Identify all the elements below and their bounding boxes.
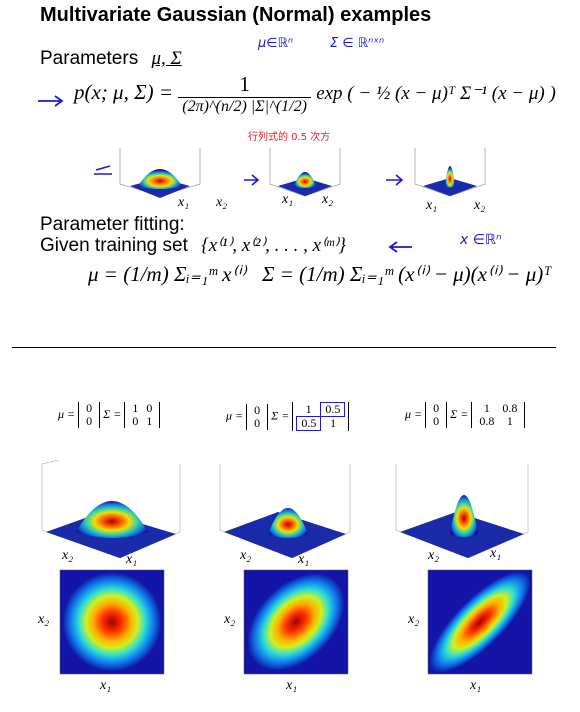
fitting-given: Given training set [40, 235, 188, 256]
parameters-symbols: μ, Σ [151, 48, 182, 69]
surface-1-x1: x₁ [126, 552, 138, 567]
surface-2-x2: x₂ [240, 548, 252, 563]
top-plot-2-x1: x₁ [282, 192, 294, 207]
surface-2-x1: x₁ [298, 552, 310, 567]
density-numerator: 1 [178, 72, 311, 98]
heatmap-1-x1: x₁ [100, 678, 112, 693]
surface-plot-2 [219, 464, 351, 559]
hand-note-mu: μ∈ℝⁿ [258, 36, 294, 51]
top-plot-1 [119, 148, 201, 198]
parameters-line: Parameters μ, Σ [40, 48, 182, 70]
heatmap-1-x2: x₂ [38, 612, 50, 627]
bottom-surface-plots [41, 460, 529, 559]
heatmap-3-x1: x₁ [470, 678, 482, 693]
hand-arrow-icon [386, 174, 404, 186]
hand-arrow-icon [94, 165, 112, 175]
heatmaps [59, 569, 533, 675]
determinant-note: 行列式的 0.5 次方 [248, 132, 331, 143]
heatmap-3-x2: x₂ [408, 612, 420, 627]
top-plot-3-x1: x₁ [426, 198, 438, 213]
top-surface-plots [94, 148, 486, 198]
hand-arrow-icon [244, 174, 260, 186]
top-plot-2-x2: x₂ [322, 192, 334, 207]
heatmap-2-x1: x₁ [286, 678, 298, 693]
mu-estimate-formula: μ = (1/m) Σᵢ₌₁ᵐ x⁽ⁱ⁾ [88, 262, 246, 286]
top-plot-3-x2: x₂ [474, 198, 486, 213]
heatmap-2 [243, 569, 349, 675]
section-divider [12, 347, 556, 348]
parameters-label: Parameters [40, 48, 139, 69]
hand-arrow-icon [38, 95, 64, 107]
top-plot-1-x1: x₁ [178, 195, 190, 210]
top-plot-2 [269, 148, 341, 197]
top-plot-1-x2: x₂ [216, 195, 228, 210]
fitting-set: {x⁽¹⁾, x⁽²⁾, . . . , x⁽ᵐ⁾} [201, 235, 346, 256]
density-formula: p(x; μ, Σ) = 1 (2π)^(n/2) |Σ|^(1/2) exp … [74, 72, 556, 116]
sigma-estimate-formula: Σ = (1/m) Σᵢ₌₁ᵐ (x⁽ⁱ⁾ − μ)(x⁽ⁱ⁾ − μ)ᵀ [262, 262, 552, 286]
heatmap-3 [427, 569, 533, 675]
surface-1-x2: x₂ [62, 548, 74, 563]
density-exp: exp ( − ½ (x − μ)ᵀ Σ⁻¹ (x − μ) ) [316, 82, 556, 104]
hand-note-x: x ∈ℝⁿ [460, 232, 502, 248]
surface-3-x1: x₁ [490, 546, 502, 561]
density-lhs: p(x; μ, Σ) = [74, 79, 173, 104]
heatmap-2-x2: x₂ [224, 612, 236, 627]
page-title: Multivariate Gaussian (Normal) examples [40, 4, 432, 26]
surface-plot-3 [395, 464, 529, 559]
top-plot-3 [414, 148, 486, 197]
hand-arrow-left-icon [388, 241, 412, 253]
density-fraction: 1 (2π)^(n/2) |Σ|^(1/2) [178, 72, 311, 116]
surface-plot-1 [41, 460, 181, 559]
fitting-given-line: Given training set {x⁽¹⁾, x⁽²⁾, . . . , … [40, 234, 346, 257]
surface-3-x2: x₂ [428, 548, 440, 563]
density-denominator: (2π)^(n/2) |Σ|^(1/2) [182, 98, 307, 115]
fitting-heading: Parameter fitting: [40, 214, 185, 235]
hand-note-sigma: Σ ∈ ℝⁿˣⁿ [330, 36, 385, 51]
heatmap-1 [59, 569, 165, 675]
